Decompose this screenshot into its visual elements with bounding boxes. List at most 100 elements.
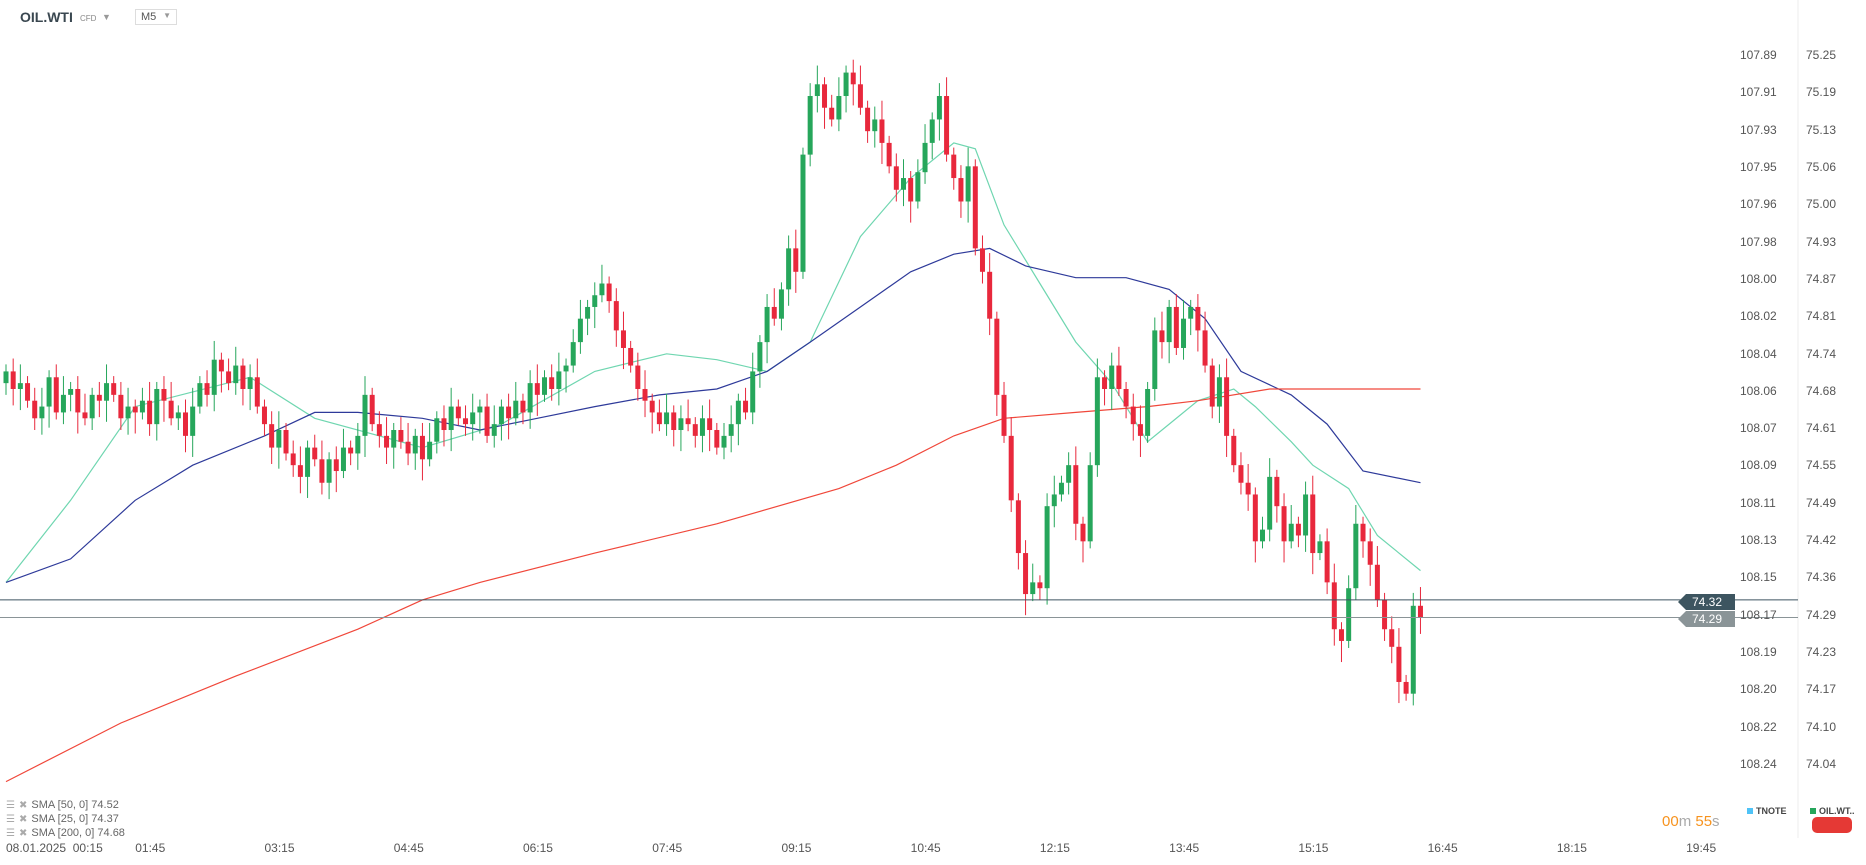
- candle-body: [915, 172, 921, 202]
- candle-body: [1152, 330, 1158, 389]
- candle-body: [1360, 523, 1366, 542]
- close-icon[interactable]: ✖: [18, 814, 28, 825]
- candle-body: [1037, 582, 1043, 589]
- candle: [901, 159, 906, 207]
- candle: [1382, 592, 1388, 641]
- candle: [269, 411, 275, 464]
- tnote-label: TNOTE: [1756, 806, 1787, 816]
- instrument-oil[interactable]: OIL.WT..: [1810, 806, 1855, 816]
- candle-body: [498, 406, 504, 425]
- candle-body: [1267, 476, 1273, 530]
- legend-sma200[interactable]: ☰ ✖ SMA [200, 0] 74.68: [6, 826, 125, 840]
- candle-body: [1001, 394, 1007, 436]
- candle-body: [965, 166, 971, 202]
- candle: [778, 282, 784, 331]
- candle-body: [743, 400, 749, 413]
- candle: [592, 282, 598, 329]
- candle-body: [599, 283, 605, 296]
- previous-price-tag: 74.29: [1678, 611, 1735, 627]
- symbol-dropdown-caret-icon[interactable]: ▼: [102, 12, 111, 22]
- candle: [922, 124, 928, 184]
- candle: [147, 381, 153, 436]
- candle-body: [17, 383, 23, 389]
- y-axis-tick-label: 107.95: [1740, 159, 1777, 174]
- legend-label: SMA [200, 0] 74.68: [31, 827, 125, 839]
- candle-body: [951, 154, 957, 179]
- candle: [1231, 428, 1237, 473]
- settings-icon[interactable]: ☰: [6, 800, 15, 811]
- candle-body: [642, 388, 648, 401]
- candle-body: [32, 400, 38, 419]
- y-axis-tick-label: 108.09: [1740, 458, 1777, 473]
- timer-minutes: 00: [1662, 813, 1679, 830]
- candle-body: [556, 371, 562, 389]
- candle: [211, 340, 217, 412]
- candle-body: [893, 166, 899, 190]
- candle-body: [534, 383, 540, 395]
- candle-body: [290, 453, 296, 466]
- symbol-name[interactable]: OIL.WTI: [20, 9, 73, 25]
- candle: [1030, 563, 1036, 602]
- candle: [139, 387, 145, 420]
- candle-body: [10, 371, 16, 389]
- candle: [25, 376, 31, 408]
- candle: [1295, 516, 1301, 548]
- candle-body: [1245, 482, 1251, 495]
- candle: [32, 387, 38, 431]
- candle: [965, 147, 971, 223]
- close-icon[interactable]: ✖: [18, 800, 28, 811]
- y-axis-tick-label: 74.74: [1806, 346, 1837, 361]
- candle-body: [1166, 306, 1172, 343]
- legend-sma25[interactable]: ☰ ✖ SMA [25, 0] 74.37: [6, 812, 119, 826]
- candle: [757, 335, 763, 388]
- candle: [1173, 294, 1179, 356]
- chevron-down-icon: ▼: [163, 11, 171, 20]
- y-axis-tick-label: 108.22: [1740, 719, 1777, 734]
- candle-body: [822, 84, 828, 108]
- candle: [814, 65, 820, 113]
- candle-body: [714, 430, 720, 448]
- candle: [822, 77, 828, 129]
- legend-sma50[interactable]: ☰ ✖ SMA [50, 0] 74.52: [6, 798, 119, 812]
- timeframe-select[interactable]: M5 ▼: [135, 9, 177, 25]
- instrument-tnote[interactable]: TNOTE: [1747, 806, 1787, 816]
- candle: [692, 417, 698, 448]
- candle-body: [254, 377, 260, 407]
- candle-body: [233, 365, 239, 384]
- candle-body: [994, 318, 1000, 395]
- candle: [419, 422, 425, 481]
- candle: [807, 83, 813, 167]
- candle-body: [1338, 629, 1344, 641]
- candle: [628, 340, 634, 373]
- candle: [132, 399, 138, 434]
- candle: [68, 381, 74, 412]
- candle: [362, 376, 368, 457]
- candle: [39, 387, 45, 435]
- candle-body: [1238, 465, 1244, 483]
- candle-body: [671, 412, 677, 431]
- candle-body: [979, 248, 985, 272]
- candle: [348, 440, 354, 466]
- candle: [786, 235, 792, 306]
- candle: [1123, 381, 1129, 419]
- candle-body: [1109, 365, 1115, 389]
- candle-body: [800, 154, 806, 272]
- candle: [369, 387, 375, 432]
- candle: [1015, 493, 1021, 570]
- candle-body: [685, 418, 691, 425]
- sell-button[interactable]: [1812, 817, 1852, 833]
- candle-body: [111, 383, 117, 395]
- candle-body: [1087, 465, 1093, 542]
- candle-body: [491, 424, 497, 436]
- settings-icon[interactable]: ☰: [6, 828, 15, 839]
- candle: [247, 364, 253, 411]
- candle-body: [1410, 605, 1416, 694]
- candle-body: [46, 377, 52, 407]
- candle-body: [778, 289, 784, 319]
- candle: [254, 358, 260, 414]
- candle-body: [592, 295, 598, 307]
- settings-icon[interactable]: ☰: [6, 814, 15, 825]
- candle: [355, 422, 361, 470]
- close-icon[interactable]: ✖: [18, 828, 28, 839]
